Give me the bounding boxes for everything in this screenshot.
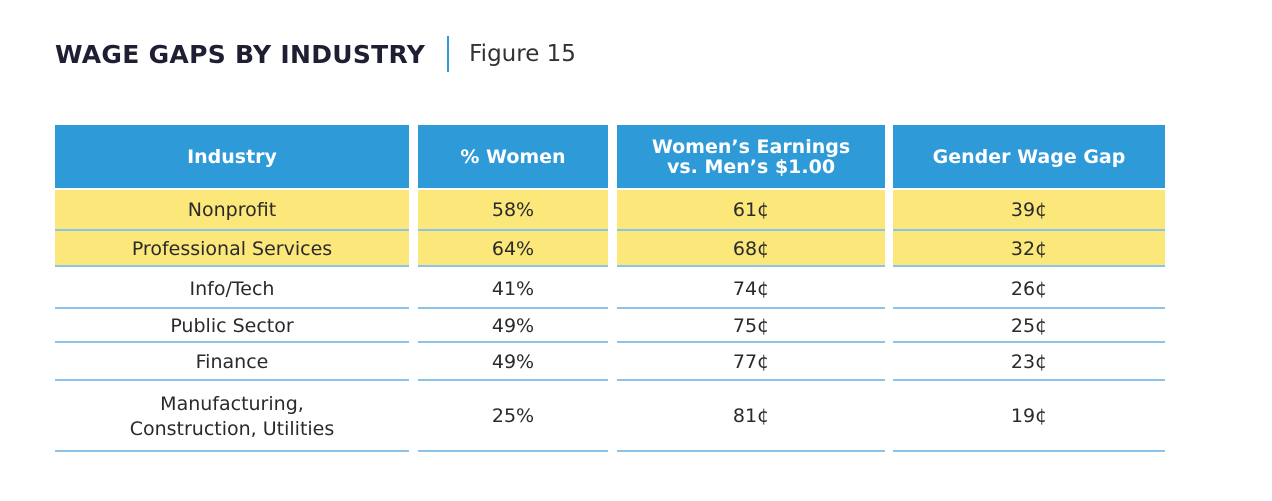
row-separator <box>55 450 409 452</box>
table-cell-industry: Public Sector <box>55 309 409 343</box>
title-divider <box>447 36 450 72</box>
text-line: % Women <box>460 145 566 168</box>
row-separator <box>418 450 608 452</box>
column-header-label: Gender Wage Gap <box>933 147 1126 167</box>
cell-value: Info/Tech <box>190 277 275 302</box>
cell-value: 32¢ <box>1010 237 1048 260</box>
table-cell-industry: Professional Services <box>55 231 409 267</box>
page-title: WAGE GAPS BY INDUSTRY <box>55 39 426 69</box>
row-separator <box>55 307 409 309</box>
row-separator <box>893 379 1165 381</box>
figure-label: Figure 15 <box>469 41 576 67</box>
row-separator <box>617 265 885 267</box>
row-separator <box>55 379 409 381</box>
column-header-wage-gap: Gender Wage Gap <box>893 125 1165 188</box>
row-separator <box>418 307 608 309</box>
cell-value: 19¢ <box>1010 405 1048 427</box>
table-cell-wage-gap: 25¢ <box>893 309 1165 343</box>
table-cell-wage-gap: 26¢ <box>893 269 1165 309</box>
table-cell-earnings: 61¢ <box>617 190 885 231</box>
text-line: vs. Men’s $1.00 <box>666 155 836 178</box>
table-cell-wage-gap: 39¢ <box>893 190 1165 231</box>
cell-value: 64% <box>491 237 535 260</box>
table-cell-pct-women: 49% <box>418 343 608 381</box>
cell-value: Nonprofit <box>188 198 276 223</box>
text-line: Construction, Utilities <box>129 417 335 440</box>
column-header-earnings: Women’s Earnings vs. Men’s $1.00 <box>617 125 885 188</box>
row-separator <box>418 379 608 381</box>
table-cell-earnings: 77¢ <box>617 343 885 381</box>
cell-value: 75¢ <box>732 314 770 337</box>
column-header-pct-women: % Women <box>418 125 608 188</box>
cell-value: 77¢ <box>732 350 770 373</box>
row-separator <box>617 379 885 381</box>
cell-value: 81¢ <box>732 405 770 427</box>
table-cell-wage-gap: 23¢ <box>893 343 1165 381</box>
table-cell-earnings: 75¢ <box>617 309 885 343</box>
cell-value: 68¢ <box>732 237 770 260</box>
row-separator <box>55 229 409 231</box>
text-line: Professional Services <box>131 237 333 260</box>
cell-value: 26¢ <box>1010 277 1048 300</box>
row-separator <box>893 229 1165 231</box>
cell-value: 41% <box>491 277 535 300</box>
cell-value: 49% <box>491 314 535 337</box>
table-cell-earnings: 68¢ <box>617 231 885 267</box>
text-line: Manufacturing, <box>160 392 304 415</box>
cell-value: 58% <box>491 199 535 221</box>
row-separator <box>893 307 1165 309</box>
row-separator <box>893 341 1165 343</box>
table-cell-industry: Info/Tech <box>55 269 409 309</box>
table-cell-wage-gap: 32¢ <box>893 231 1165 267</box>
text-line: Women’s Earnings <box>651 135 851 158</box>
row-separator <box>418 265 608 267</box>
cell-value: Manufacturing, Construction, Utilities <box>130 392 335 442</box>
table-cell-pct-women: 41% <box>418 269 608 309</box>
table-cell-wage-gap: 19¢ <box>893 381 1165 452</box>
row-separator <box>55 341 409 343</box>
cell-value: Finance <box>196 350 269 375</box>
table-cell-pct-women: 25% <box>418 381 608 452</box>
text-line: Gender Wage Gap <box>932 145 1126 168</box>
text-line: Industry <box>187 145 277 168</box>
row-separator <box>617 450 885 452</box>
row-separator <box>55 265 409 267</box>
table-cell-industry: Finance <box>55 343 409 381</box>
cell-value: 25¢ <box>1010 314 1048 337</box>
row-separator <box>617 229 885 231</box>
row-separator <box>617 307 885 309</box>
table-cell-pct-women: 58% <box>418 190 608 231</box>
column-header-industry: Industry <box>55 125 409 188</box>
column-header-label: Industry <box>187 147 277 167</box>
row-separator <box>893 265 1165 267</box>
table-cell-industry: Nonprofit <box>55 190 409 231</box>
cell-value: 39¢ <box>1010 199 1048 221</box>
cell-value: 23¢ <box>1010 350 1048 373</box>
title-row: WAGE GAPS BY INDUSTRY Figure 15 <box>55 36 576 72</box>
cell-value: 61¢ <box>732 199 770 221</box>
table-cell-pct-women: 49% <box>418 309 608 343</box>
column-header-label: Women’s Earnings vs. Men’s $1.00 <box>652 137 850 177</box>
row-separator <box>893 450 1165 452</box>
text-line: Info/Tech <box>189 277 275 300</box>
row-separator <box>418 229 608 231</box>
row-separator <box>617 341 885 343</box>
column-header-label: % Women <box>460 147 565 167</box>
table-cell-industry: Manufacturing, Construction, Utilities <box>55 381 409 452</box>
cell-value: 74¢ <box>732 277 770 300</box>
cell-value: 49% <box>491 350 535 373</box>
text-line: Public Sector <box>170 314 294 337</box>
cell-value: Professional Services <box>132 237 332 262</box>
row-separator <box>418 341 608 343</box>
cell-value: Public Sector <box>170 314 293 339</box>
table-cell-pct-women: 64% <box>418 231 608 267</box>
text-line: Finance <box>195 350 269 373</box>
table-cell-earnings: 74¢ <box>617 269 885 309</box>
cell-value: 25% <box>491 405 535 427</box>
text-line: Nonprofit <box>187 199 277 221</box>
table-cell-earnings: 81¢ <box>617 381 885 452</box>
